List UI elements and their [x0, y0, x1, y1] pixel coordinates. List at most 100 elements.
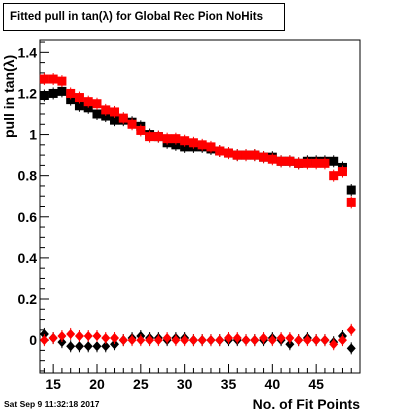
- data-point-square: [39, 74, 49, 84]
- data-point-diamond: [285, 333, 295, 344]
- data-point-diamond: [197, 335, 207, 346]
- data-point-diamond: [320, 335, 330, 346]
- data-point-square: [127, 119, 137, 129]
- x-tick-label: 30: [177, 376, 193, 392]
- data-point-diamond: [48, 333, 58, 344]
- data-point-diamond: [92, 341, 102, 352]
- data-point-diamond: [101, 341, 111, 352]
- data-point-diamond: [180, 335, 190, 346]
- data-point-square: [57, 86, 67, 96]
- data-point-square: [302, 158, 312, 168]
- data-point-diamond: [311, 335, 321, 346]
- data-point-square: [136, 125, 146, 135]
- data-point-square: [92, 99, 102, 109]
- data-point-square: [92, 109, 102, 119]
- data-point-diamond: [110, 333, 120, 344]
- data-point-square: [311, 158, 321, 168]
- data-point-diamond: [66, 341, 76, 352]
- timestamp: Sat Sep 9 11:32:18 2017: [4, 399, 100, 409]
- x-tick-label: 20: [89, 376, 105, 392]
- data-point-square: [337, 167, 347, 177]
- data-point-square: [57, 76, 67, 86]
- plot-frame: [39, 39, 361, 374]
- data-point-diamond: [57, 337, 67, 348]
- data-point-diamond: [66, 328, 76, 339]
- data-point-square: [329, 156, 339, 166]
- y-tick-label: 0.6: [18, 209, 38, 225]
- y-tick-label: 0.8: [18, 168, 38, 184]
- data-point-square: [110, 107, 120, 117]
- data-point-square: [180, 136, 190, 146]
- data-point-diamond: [162, 333, 172, 344]
- data-point-square: [206, 142, 216, 152]
- data-point-diamond: [329, 339, 339, 350]
- data-point-diamond: [276, 333, 286, 344]
- data-point-square: [171, 140, 181, 150]
- data-point-diamond: [153, 335, 163, 346]
- data-point-square: [215, 146, 225, 156]
- y-tick-label: 1.2: [18, 85, 38, 101]
- data-point-diamond: [215, 335, 225, 346]
- data-point-square: [285, 156, 295, 166]
- data-point-diamond: [83, 341, 93, 352]
- data-point-diamond: [223, 333, 233, 344]
- data-point-diamond: [302, 335, 312, 346]
- data-point-diamond: [241, 335, 251, 346]
- data-point-diamond: [337, 335, 347, 346]
- data-point-diamond: [294, 335, 304, 346]
- data-point-diamond: [145, 335, 155, 346]
- data-point-diamond: [39, 335, 49, 346]
- data-point-square: [83, 97, 93, 107]
- data-point-square: [320, 158, 330, 168]
- chart-title: Fitted pull in tan(λ) for Global Rec Pio…: [10, 11, 263, 23]
- data-point-square: [188, 138, 198, 148]
- data-point-square: [48, 88, 58, 98]
- data-point-square: [83, 103, 93, 113]
- data-point-diamond: [346, 343, 356, 354]
- data-point-square: [180, 142, 190, 152]
- data-point-square: [223, 148, 233, 158]
- data-point-square: [250, 150, 260, 160]
- data-point-diamond: [92, 331, 102, 341]
- data-point-diamond: [57, 331, 67, 341]
- chart-title-box: Fitted pull in tan(λ) for Global Rec Pio…: [3, 3, 285, 31]
- data-point-square: [153, 132, 163, 142]
- data-point-diamond: [83, 331, 93, 341]
- data-point-square: [346, 197, 356, 207]
- data-point-square: [101, 105, 111, 115]
- x-tick-label: 35: [221, 376, 237, 392]
- data-point-square: [66, 95, 76, 105]
- data-point-diamond: [136, 335, 146, 346]
- data-point-square: [101, 111, 111, 121]
- data-point-square: [74, 101, 84, 111]
- data-point-diamond: [232, 333, 242, 344]
- data-point-square: [259, 152, 269, 162]
- data-point-diamond: [127, 335, 137, 346]
- x-tick-label: 25: [133, 376, 149, 392]
- data-point-diamond: [171, 335, 181, 346]
- data-point-square: [294, 158, 304, 168]
- data-point-diamond: [74, 331, 84, 341]
- data-point-square: [118, 113, 128, 123]
- data-point-square: [346, 185, 356, 195]
- x-tick-label: 15: [45, 376, 61, 392]
- data-point-square: [48, 74, 58, 84]
- data-point-diamond: [101, 333, 111, 344]
- data-point-diamond: [259, 333, 269, 344]
- data-point-square: [110, 115, 120, 125]
- x-axis-label: No. of Fit Points: [252, 396, 360, 412]
- data-point-square: [145, 132, 155, 142]
- data-point-diamond: [110, 339, 120, 350]
- y-tick-label: 0.4: [18, 250, 38, 266]
- data-point-square: [39, 91, 49, 100]
- data-point-square: [232, 150, 242, 160]
- data-point-diamond: [118, 335, 128, 346]
- data-point-square: [267, 154, 277, 164]
- data-point-square: [162, 134, 172, 144]
- y-tick-label: 1.4: [18, 44, 38, 60]
- data-point-square: [241, 150, 251, 160]
- data-point-square: [197, 140, 207, 150]
- data-point-diamond: [188, 335, 198, 346]
